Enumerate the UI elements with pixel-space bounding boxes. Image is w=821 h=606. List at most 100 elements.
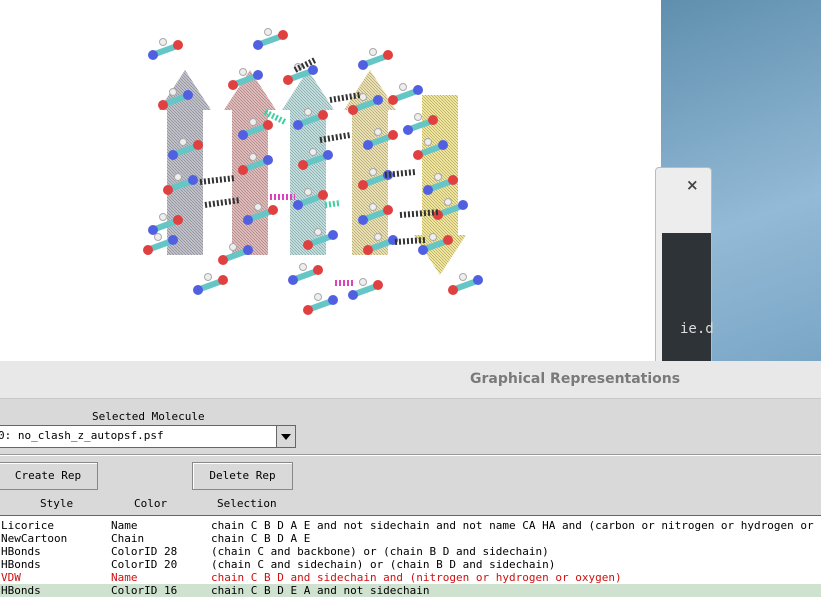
render-shape — [383, 50, 393, 60]
atoms — [143, 28, 483, 315]
render-shape — [399, 209, 441, 218]
render-shape — [369, 48, 377, 56]
render-shape — [388, 95, 398, 105]
render-shape — [224, 70, 276, 255]
render-shape — [318, 190, 328, 200]
render-shape — [148, 50, 158, 60]
button[interactable]: Delete Rep — [192, 462, 293, 490]
render-shape — [448, 175, 458, 185]
render-shape — [287, 68, 315, 82]
render-shape — [452, 278, 480, 292]
render-shape — [313, 265, 323, 275]
dropdown-value: 0: no_clash_z_autopsf.psf — [0, 429, 164, 442]
render-shape — [324, 200, 341, 208]
render-shape — [413, 85, 423, 95]
separator — [0, 454, 821, 456]
render-shape — [158, 100, 168, 110]
render-shape — [193, 285, 203, 295]
render-shape — [369, 203, 377, 211]
rep-row[interactable]: VDW Name chain C B D and sidechain and (ni… — [0, 571, 821, 584]
render-shape — [459, 273, 467, 281]
render-shape — [383, 205, 393, 215]
render-shape — [173, 40, 183, 50]
terminal-text: ie.d — [680, 321, 714, 337]
render-shape — [359, 93, 367, 101]
render-shape — [323, 150, 333, 160]
rep-cell: chain C B D A E and not sidechain and no… — [211, 519, 821, 532]
render-shape — [424, 138, 432, 146]
render-shape — [348, 105, 358, 115]
render-shape — [367, 238, 395, 252]
render-shape — [168, 235, 178, 245]
render-shape — [278, 30, 288, 40]
column-header: Color — [134, 497, 168, 510]
render-shape — [179, 138, 187, 146]
label: Selected Molecule — [92, 410, 205, 423]
rep-row[interactable]: HBonds ColorID 28 (chain C and backbone) o… — [0, 545, 821, 558]
render-shape — [303, 240, 313, 250]
render-shape — [318, 110, 328, 120]
rep-cell: HBonds — [1, 545, 41, 558]
column-header: Selection — [217, 497, 277, 510]
render-shape — [358, 215, 368, 225]
rep-row[interactable]: HBonds ColorID 20 (chain C and sidechain) … — [0, 558, 821, 571]
render-shape — [458, 200, 468, 210]
render-shape — [427, 178, 455, 192]
render-shape — [362, 173, 390, 187]
render-shape — [374, 128, 382, 136]
dropdown-arrow[interactable] — [276, 426, 295, 447]
render-shape — [392, 88, 420, 102]
render-shape — [264, 28, 272, 36]
rep-cell: ColorID 20 — [111, 558, 178, 571]
render-shape — [344, 70, 396, 255]
render-shape — [249, 153, 257, 161]
button[interactable]: Create Rep — [0, 462, 98, 490]
render-shape — [358, 180, 368, 190]
rep-row[interactable]: NewCartoon Chain chain C B D A E — [0, 532, 821, 545]
render-shape — [293, 200, 303, 210]
render-shape — [238, 130, 248, 140]
render-shape — [283, 75, 293, 85]
render-shape — [308, 65, 318, 75]
rep-row[interactable]: Licorice Name chain C B D A E and not side… — [0, 519, 821, 532]
render-shape — [438, 140, 448, 150]
terminal: ie.d — [662, 233, 714, 362]
render-shape — [407, 118, 435, 132]
render-shape — [319, 132, 351, 143]
render-shape — [367, 133, 395, 147]
render-shape — [197, 278, 225, 292]
representations-window: Graphical Representations Selected Molec… — [0, 361, 821, 606]
render-shape — [168, 150, 178, 160]
render-shape — [422, 238, 450, 252]
render-shape — [243, 215, 253, 225]
rep-row[interactable]: HBonds ColorID 16 chain C B D E A and not … — [0, 584, 821, 597]
render-shape — [299, 263, 307, 271]
render-shape — [152, 43, 180, 57]
render-shape — [302, 153, 330, 167]
render-shape — [257, 33, 285, 47]
molecule-viewer[interactable] — [0, 0, 661, 361]
render-shape — [229, 243, 237, 251]
render-shape — [314, 228, 322, 236]
render-shape — [232, 73, 260, 87]
render-shape — [399, 83, 407, 91]
render-shape — [154, 233, 162, 241]
rep-cell: chain C B D E A and not sidechain — [211, 584, 430, 597]
render-shape — [383, 170, 393, 180]
background-window: × ie.d — [655, 167, 714, 363]
render-shape — [348, 290, 358, 300]
render-shape — [242, 123, 270, 137]
render-shape — [328, 295, 338, 305]
molecule-dropdown[interactable]: 0: no_clash_z_autopsf.psf — [0, 425, 296, 448]
render-shape — [437, 203, 465, 217]
render-shape — [297, 113, 325, 127]
render-shape — [307, 233, 335, 247]
render-shape — [204, 273, 212, 281]
render-shape — [167, 178, 195, 192]
render-shape — [249, 118, 257, 126]
rep-cell: Name — [111, 519, 138, 532]
render-shape — [369, 168, 377, 176]
render-shape — [307, 298, 335, 312]
close-button[interactable]: × — [686, 176, 699, 194]
render-shape — [298, 160, 308, 170]
